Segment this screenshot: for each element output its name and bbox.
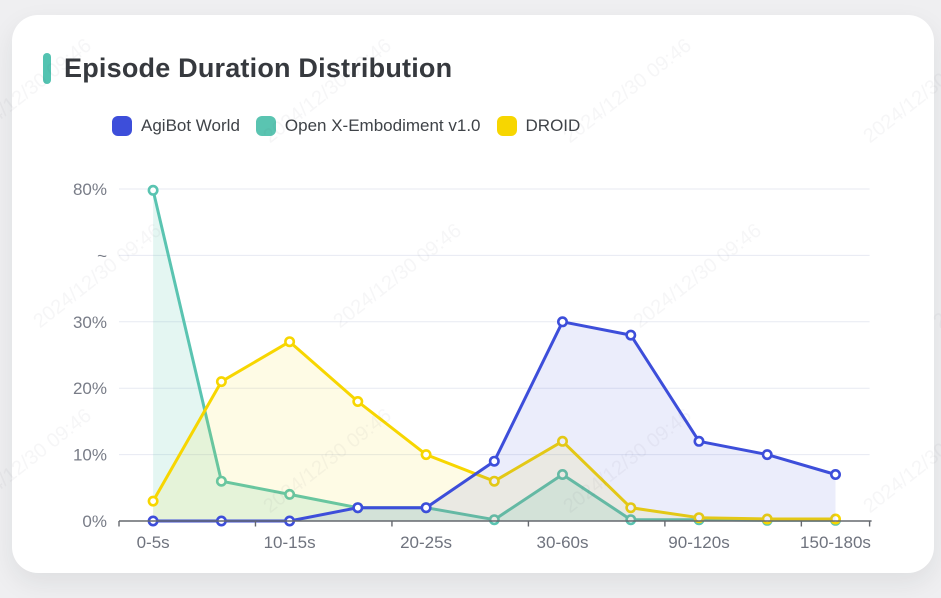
legend-label: DROID (525, 116, 581, 135)
data-point-marker[interactable] (420, 502, 432, 514)
series-area (153, 321, 836, 521)
legend-item[interactable]: AgiBot World (112, 116, 240, 136)
data-point-marker[interactable] (284, 336, 296, 348)
data-point-marker[interactable] (488, 475, 500, 487)
data-point-marker[interactable] (556, 435, 568, 447)
series-area (153, 341, 836, 521)
series-area (153, 190, 836, 522)
data-point-marker[interactable] (147, 184, 159, 196)
x-axis-label: 20-25s (400, 533, 452, 552)
title-accent-bar (43, 53, 51, 84)
data-point-marker[interactable] (215, 376, 227, 388)
x-axis-label: 10-15s (264, 533, 316, 552)
x-axis-label: 30-60s (537, 533, 589, 552)
data-point-marker[interactable] (488, 455, 500, 467)
data-point-marker[interactable] (147, 495, 159, 507)
data-point-marker[interactable] (556, 316, 568, 328)
data-point-marker[interactable] (693, 435, 705, 447)
x-axis-label: 150-180s (800, 533, 871, 552)
data-point-marker[interactable] (829, 468, 841, 480)
data-point-marker[interactable] (284, 488, 296, 500)
data-point-marker[interactable] (761, 449, 773, 461)
chart-card: Episode Duration Distribution AgiBot Wor… (12, 15, 934, 573)
data-point-marker[interactable] (625, 502, 637, 514)
data-point-marker[interactable] (215, 475, 227, 487)
legend-swatch (255, 116, 276, 136)
chart-title: Episode Duration Distribution (64, 53, 453, 83)
legend-swatch (112, 116, 132, 136)
y-axis-label: 30% (73, 313, 107, 332)
x-axis-label: 0-5s (137, 533, 170, 552)
legend-item[interactable]: DROID (496, 116, 581, 136)
y-axis-label: 20% (73, 379, 107, 398)
y-axis-label: 10% (73, 446, 107, 465)
y-axis-label: ~ (97, 246, 107, 265)
legend-label: AgiBot World (141, 116, 240, 135)
data-point-marker[interactable] (420, 449, 432, 461)
data-point-marker[interactable] (352, 395, 364, 407)
data-point-marker[interactable] (352, 502, 364, 514)
data-point-marker[interactable] (556, 468, 568, 480)
legend-swatch (496, 116, 517, 136)
data-point-marker[interactable] (693, 512, 705, 524)
y-axis-label: 80% (73, 180, 107, 199)
legend-label: Open X-Embodiment v1.0 (284, 116, 481, 135)
data-point-marker[interactable] (625, 329, 637, 341)
legend-item[interactable]: Open X-Embodiment v1.0 (255, 116, 481, 136)
chart-legend: AgiBot World Open X-Embodiment v1.0 DROID (112, 116, 580, 136)
line-chart: 0% 10% 20% 30% ~80% 0-5s 10-15s 20-25s 30-60s 90-… (73, 180, 872, 552)
chart-header: Episode Duration Distribution (43, 53, 452, 84)
x-axis-label: 90-120s (668, 533, 729, 552)
y-axis-label: 0% (82, 512, 107, 531)
